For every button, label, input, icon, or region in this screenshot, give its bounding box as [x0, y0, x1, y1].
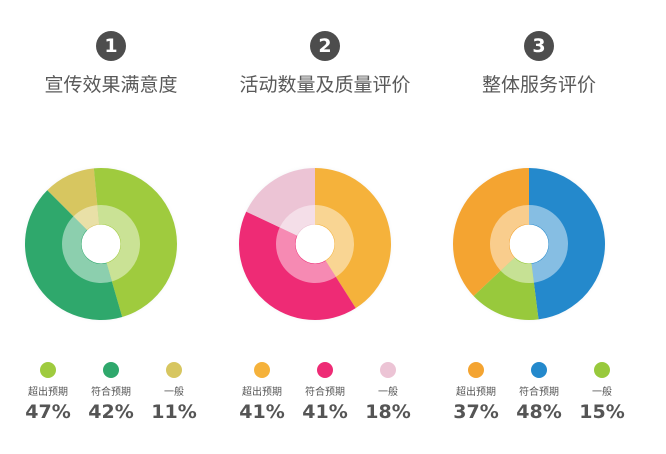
chart-title: 整体服务评价: [481, 74, 596, 96]
legend-dot: [103, 362, 119, 378]
pie-slice: [47, 168, 101, 244]
chart-panel-1: 1 宣传效果满意度 超出预期 47% 符合预期 42% 一般 11%: [0, 0, 222, 454]
chart-title: 活动数量及质量评价: [239, 74, 411, 96]
pie-slice: [93, 168, 177, 317]
legend-label: 超出预期: [28, 387, 68, 398]
pie-slice: [246, 168, 315, 244]
legend-item: 超出预期 47%: [13, 362, 83, 423]
legend-dot: [317, 362, 333, 378]
donut-hole: [509, 224, 549, 264]
legend-label: 一般: [592, 387, 612, 398]
legend-item: 一般 18%: [353, 362, 423, 423]
donut-hole: [81, 224, 121, 264]
pie-slice-inner-ring: [73, 205, 100, 230]
data-label: 41%: [302, 401, 348, 423]
legend-item: 一般 11%: [139, 362, 209, 423]
pie-slice: [239, 211, 356, 320]
step-number-badge: 2: [310, 31, 340, 61]
donut-chart: [449, 164, 609, 324]
chart-panel-3: 3 整体服务评价 超出预期 37% 符合预期 48% 一般 15%: [428, 0, 650, 454]
pie-slice-inner-ring: [315, 205, 354, 277]
legend-item: 超出预期 41%: [227, 362, 297, 423]
chart-panel-2: 2 活动数量及质量评价 超出预期 41% 符合预期 41% 一般 18%: [214, 0, 436, 454]
legend-item: 符合预期 42%: [76, 362, 146, 423]
legend-dot: [531, 362, 547, 378]
legend-label: 符合预期: [305, 387, 345, 398]
data-label: 48%: [516, 401, 562, 423]
legend-item: 超出预期 37%: [441, 362, 511, 423]
data-label: 37%: [453, 401, 499, 423]
pie-slice: [473, 244, 539, 320]
data-label: 47%: [25, 401, 71, 423]
legend-dot: [254, 362, 270, 378]
data-label: 15%: [579, 401, 625, 423]
legend-item: 符合预期 41%: [290, 362, 360, 423]
pie-slice-inner-ring: [500, 257, 534, 283]
legend-dot: [594, 362, 610, 378]
legend-item: 符合预期 48%: [504, 362, 574, 423]
donut-chart: [235, 164, 395, 324]
data-label: 42%: [88, 401, 134, 423]
donut-hole: [295, 224, 335, 264]
pie-slice: [315, 168, 391, 309]
legend-label: 超出预期: [456, 387, 496, 398]
pie-slice: [453, 168, 529, 297]
data-label: 18%: [365, 401, 411, 423]
legend-dot: [380, 362, 396, 378]
legend-dot: [468, 362, 484, 378]
data-label: 41%: [239, 401, 285, 423]
legend-label: 超出预期: [242, 387, 282, 398]
legend-dot: [40, 362, 56, 378]
pie-slice-inner-ring: [490, 205, 529, 271]
legend-label: 符合预期: [91, 387, 131, 398]
pie-slice: [529, 168, 605, 320]
legend-label: 一般: [164, 387, 184, 398]
pie-slice-inner-ring: [276, 227, 336, 283]
legend-dot: [166, 362, 182, 378]
pie-slice-inner-ring: [529, 205, 568, 283]
chart-title: 宣传效果满意度: [44, 74, 178, 96]
donut-chart: [21, 164, 181, 324]
step-number-badge: 3: [524, 31, 554, 61]
data-label: 11%: [151, 401, 197, 423]
legend-label: 符合预期: [519, 387, 559, 398]
pie-slice-inner-ring: [62, 216, 112, 283]
legend-label: 一般: [378, 387, 398, 398]
pie-slice-inner-ring: [279, 205, 315, 236]
pie-slice-inner-ring: [97, 205, 140, 282]
step-number-badge: 1: [96, 31, 126, 61]
legend-item: 一般 15%: [567, 362, 637, 423]
pie-slice: [25, 190, 123, 320]
